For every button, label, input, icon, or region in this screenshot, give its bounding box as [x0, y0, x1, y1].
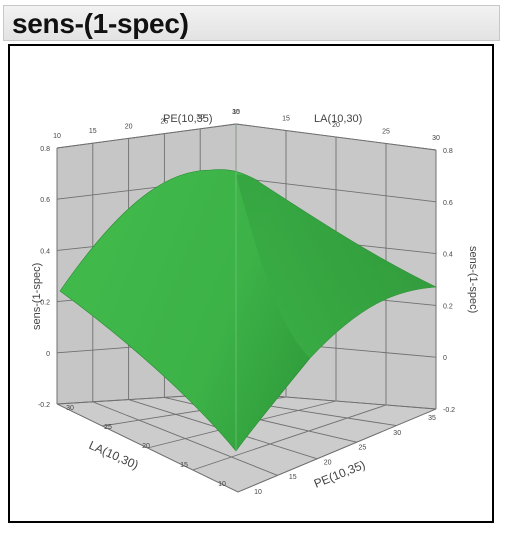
z-tick-label-left: 0 — [46, 351, 50, 358]
la-tick-label-bottom: 15 — [180, 462, 188, 469]
pe-tick-label-top: 10 — [53, 133, 61, 140]
frame-edge — [237, 408, 437, 493]
z-axis-title-left: sens-(1-spec) — [31, 263, 43, 330]
la-tick-label-top: 20 — [332, 122, 340, 129]
z-tick-label-left: 0.4 — [40, 248, 50, 255]
pe-tick-label-bottom: 15 — [289, 474, 297, 481]
z-axis-title-right: sens-(1-spec) — [467, 246, 479, 313]
pe-tick-label-top: 25 — [161, 119, 169, 126]
la-tick-label-bottom: 10 — [218, 481, 226, 488]
la-tick-label-top: 10 — [232, 109, 240, 116]
pe-tick-label-top: 30 — [196, 114, 204, 121]
z-tick-label-right: -0.2 — [443, 407, 455, 414]
pe-tick-label-top: 20 — [125, 123, 133, 130]
pe-axis-title-top: PE(10,35) — [163, 113, 213, 125]
pe-tick-label-bottom: 35 — [428, 415, 436, 422]
la-tick-label-top: 30 — [432, 135, 440, 142]
z-tick-label-right: 0.6 — [443, 200, 453, 207]
z-tick-label-left: 0.8 — [40, 146, 50, 153]
la-axis-title-bottom: LA(10,30) — [87, 438, 141, 472]
panel-header: sens-(1-spec) — [3, 5, 500, 41]
pe-tick-label-bottom: 30 — [393, 430, 401, 437]
pe-tick-label-top: 35 — [232, 109, 240, 116]
la-axis-title-top: LA(10,30) — [314, 113, 362, 125]
pe-tick-label-bottom: 25 — [359, 445, 367, 452]
la-tick-label-bottom: 20 — [142, 443, 150, 450]
surface-ridge-shade — [236, 174, 436, 358]
z-tick-label-left: 0.6 — [40, 197, 50, 204]
la-tick-label-top: 25 — [382, 129, 390, 136]
z-tick-label-right: 0.4 — [443, 252, 453, 259]
z-tick-label-left: -0.2 — [38, 402, 50, 409]
la-tick-label-bottom: 30 — [66, 405, 74, 412]
pe-tick-label-bottom: 20 — [324, 459, 332, 466]
panel-title: sens-(1-spec) — [12, 8, 189, 39]
z-tick-label-right: 0.8 — [443, 148, 453, 155]
z-tick-label-right: 0.2 — [443, 303, 453, 310]
pe-axis-title-bottom: PE(10,35) — [312, 458, 367, 491]
frame-edge — [235, 123, 437, 151]
plot-area: -0.2 -0.2 0 0 0.2 0.2 0.4 0.4 0.6 0.6 0.8 0.8 10 10 15… — [8, 44, 494, 523]
la-tick-label-bottom: 25 — [104, 424, 112, 431]
grid-line-la-floor — [192, 404, 387, 471]
la-tick-label-top: 15 — [282, 116, 290, 123]
z-tick-label-left: 0.2 — [40, 300, 50, 307]
z-tick-label-right: 0 — [443, 355, 447, 362]
pe-tick-label-top: 15 — [89, 128, 97, 135]
pe-tick-label-bottom: 10 — [254, 489, 262, 496]
frame-edge — [56, 403, 239, 493]
frame-edge — [56, 123, 237, 149]
